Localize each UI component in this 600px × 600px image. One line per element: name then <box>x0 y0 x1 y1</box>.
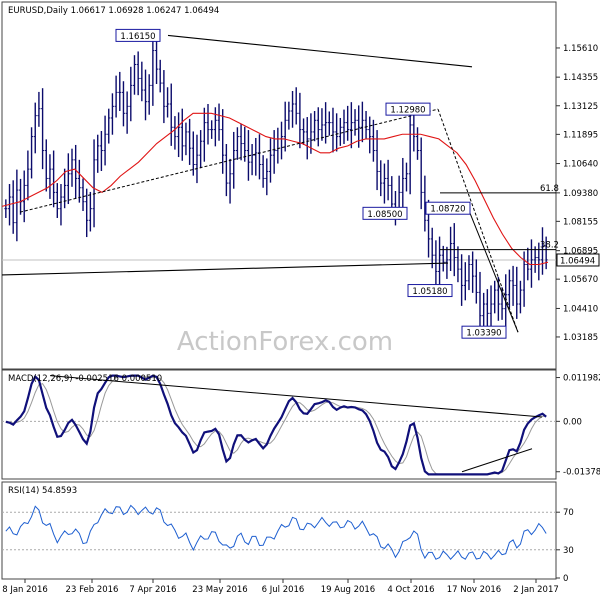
main-y-tick-label: 1.09380 <box>563 189 598 199</box>
rsi-line <box>5 504 547 561</box>
main-y-tick-label: 1.11895 <box>563 130 598 140</box>
main-y-tick-label: 1.04410 <box>563 304 598 314</box>
x-tick-label: 6 Jul 2016 <box>262 585 305 595</box>
price-label-box <box>385 102 431 116</box>
price-label: 1.08720 <box>430 205 465 215</box>
axis-layer: 1.15610 1.14355 1.13125 1.11895 1.10640 1.093… <box>2 44 600 595</box>
main-y-tick-label: 1.13125 <box>563 102 598 112</box>
rsi-y-tick-label: 70 <box>563 508 574 518</box>
main-price-layer: 61.8 38.2 1.16150 1.12980 1.08500 1.08720 1.05… <box>1 28 559 339</box>
rsi-header: RSI(14) 54.8593 <box>8 486 77 496</box>
macd-trendline <box>49 375 543 418</box>
main-header: EURUSD,Daily 1.06617 1.06928 1.06247 1.0… <box>8 6 219 16</box>
fib-level-label: 61.8 <box>540 184 559 194</box>
price-label-box <box>461 325 507 339</box>
macd-layer <box>2 374 556 476</box>
x-tick-label: 7 Apr 2016 <box>129 585 176 595</box>
price-label-box <box>362 206 408 220</box>
x-tick-label: 8 Jan 2016 <box>2 585 48 595</box>
macd-support-trendline <box>461 448 533 473</box>
macd-line <box>5 374 547 476</box>
macd-y-tick-label: 0.011982 <box>563 374 600 384</box>
rsi-y-tick-label: 0 <box>563 574 568 584</box>
x-tick-label: 4 Oct 2016 <box>387 585 434 595</box>
price-label-box <box>425 201 471 215</box>
main-y-tick-label: 1.05670 <box>563 275 598 285</box>
price-label: 1.12980 <box>390 106 425 116</box>
rsi-y-tick-label: 30 <box>563 546 574 556</box>
lower-trendline <box>1 262 449 276</box>
dashed-trendline-rising <box>19 108 439 213</box>
x-tick-label: 19 Aug 2016 <box>321 585 375 595</box>
moving-average-line <box>1 112 549 266</box>
price-label: 1.05180 <box>412 287 447 297</box>
price-label: 1.16150 <box>120 32 155 42</box>
last-price-box <box>556 253 600 267</box>
last-price-label: 1.06494 <box>560 256 595 266</box>
price-label-box <box>115 28 161 42</box>
x-tick-label: 23 May 2016 <box>192 585 247 595</box>
main-y-tick-label: 1.06895 <box>563 247 598 257</box>
price-label: 1.08500 <box>367 210 402 220</box>
macd-header: MACD(12,26,9) -0.002516 0.000510 <box>8 374 162 384</box>
main-y-tick-label: 1.15610 <box>563 44 598 54</box>
upper-trendline <box>167 34 473 68</box>
x-tick-label: 2 Jan 2017 <box>513 585 559 595</box>
macd-y-tick-label: -0.013788 <box>563 468 600 478</box>
rsi-panel-frame <box>1 481 557 580</box>
x-tick-label: 17 Nov 2016 <box>447 585 501 595</box>
short-trendline <box>467 208 519 333</box>
rsi-layer <box>2 504 556 561</box>
macd-panel-frame <box>1 369 557 480</box>
main-y-tick-label: 1.08155 <box>563 217 598 227</box>
main-y-tick-label: 1.14355 <box>563 73 598 83</box>
main-panel-frame <box>1 1 557 370</box>
fib-level-label: 38.2 <box>540 241 559 251</box>
price-label-box <box>407 284 453 298</box>
macd-y-tick-label: 0.00 <box>563 417 582 427</box>
dashed-trendline-falling <box>437 108 519 333</box>
x-tick-label: 23 Feb 2016 <box>66 585 119 595</box>
price-label: 1.03390 <box>466 329 501 339</box>
watermark: ActionForex.com <box>177 327 393 357</box>
main-y-tick-label: 1.03185 <box>563 333 598 343</box>
main-y-tick-label: 1.10640 <box>563 160 598 170</box>
